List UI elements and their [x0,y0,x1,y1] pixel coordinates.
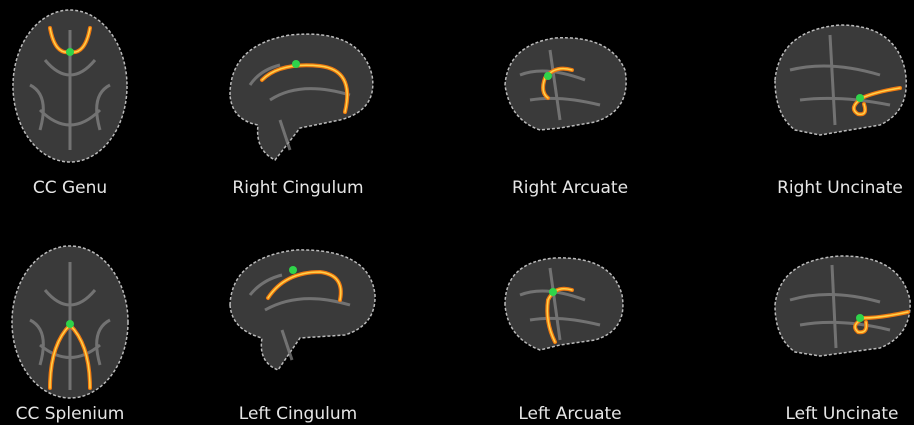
panel-right-arcuate [505,38,626,130]
panel-label: CC Splenium [16,404,125,424]
panel-cc-genu [13,10,127,162]
panel-right-uncinate [775,25,906,135]
panel-left-uncinate [775,256,910,356]
panel-label: Left Uncinate [786,404,899,424]
background [0,0,914,425]
panel-label: Left Cingulum [239,404,357,424]
panel-label: Right Cingulum [232,178,363,198]
panel-label: CC Genu [33,178,107,198]
figure: CC Genu Right Cingulum Right Arcuate Rig… [0,0,914,425]
panel-label: Right Arcuate [512,178,628,198]
panel-label: Left Arcuate [518,404,621,424]
panel-label: Right Uncinate [777,178,903,198]
panel-cc-splenium [12,246,128,398]
